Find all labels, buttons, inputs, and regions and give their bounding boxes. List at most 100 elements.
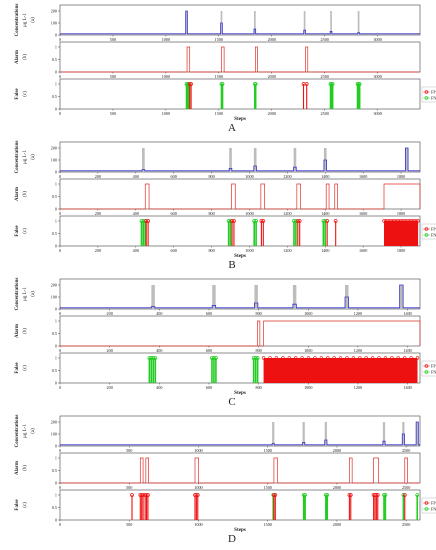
fp-marker [338,356,343,360]
x-tick-label: 1200 [354,348,362,353]
y-tick-label: 200 [51,9,57,14]
x-tick-label: 1400 [321,248,329,253]
legend-fn-label: FN [431,96,436,101]
x-tick-label: 2500 [321,111,329,116]
alarm-line [60,46,420,73]
y-tick-label: 0.5 [52,368,57,373]
fp-marker [146,493,150,497]
x-tick-label: 200 [95,174,101,179]
y-tick-label: 0 [55,481,57,486]
x-tick-label: 1000 [162,37,170,42]
grey-band [357,11,360,35]
x-tick-label: 0 [59,385,61,390]
legend-fn-label: FN [431,507,436,512]
grey-band [272,422,275,446]
fp-marker [281,356,285,360]
axes-frame [59,278,421,310]
fp-marker [141,493,145,497]
x-tick-label: 500 [126,522,132,527]
x-tick-label: 1000 [162,111,170,116]
x-tick-label: 1000 [304,385,312,390]
row-label: (c) [23,502,28,508]
row-label: Alarm [15,186,20,201]
x-tick-label: 1000 [304,348,312,353]
axes-frame [59,452,421,484]
y-tick-label: 100 [51,295,57,300]
fp-marker [375,493,380,497]
alarm-line [60,320,421,347]
row-label: (b) [23,465,28,471]
fp-marker [351,356,356,360]
x-tick-label: 1000 [194,448,202,453]
y-tick-label: 0 [55,307,57,312]
x-tick-label: 1400 [403,348,411,353]
x-tick-label: 1600 [359,211,367,216]
x-tick-label: 0 [59,211,61,216]
fn-marker [325,493,330,497]
axes-frame [59,178,421,210]
x-tick-label: 500 [110,74,116,79]
row-label: μg L-1 [23,13,28,27]
legend-fn-marker [424,370,429,374]
x-tick-label: 200 [107,385,113,390]
fp-marker [364,356,368,360]
fp-marker [370,356,375,360]
x-tick-label: 1800 [397,211,405,216]
fp-marker [332,356,336,360]
x-tick-label: 1200 [283,248,291,253]
fn-marker [214,356,218,360]
x-tick-label: 0 [59,74,61,79]
x-axis-label: Steps [234,116,246,122]
y-tick-label: 0.5 [52,94,57,99]
x-tick-label: 0 [59,111,61,116]
fp-marker [232,219,236,223]
x-tick-label: 1600 [359,174,367,179]
x-tick-label: 600 [206,385,212,390]
x-tick-label: 1500 [264,448,272,453]
x-tick-label: 1000 [304,311,312,316]
row-label: False [15,88,20,100]
fp-marker [297,219,302,223]
fp-marker [416,219,420,223]
y-tick-label: 100 [51,21,57,26]
x-tick-label: 600 [171,211,177,216]
axes-frame [59,78,421,110]
fn-marker [415,493,420,497]
legend-fp-label: FP [431,364,436,369]
legend-fp-label: FP [431,501,436,506]
x-tick-label: 1000 [245,211,253,216]
y-tick-label: 0 [55,33,57,38]
x-tick-label: 2500 [402,485,410,490]
fp-band [384,221,419,246]
x-tick-label: 500 [110,111,116,116]
y-tick-label: 0 [55,70,57,75]
x-tick-label: 0 [59,522,61,527]
x-tick-label: 400 [133,174,139,179]
fn-marker [220,82,225,86]
x-tick-label: 1500 [215,74,223,79]
x-tick-label: 600 [206,348,212,353]
fn-marker [254,219,258,223]
x-tick-label: 800 [208,211,214,216]
fn-marker [303,493,307,497]
grey-band [229,148,232,172]
axes-frame [59,215,421,247]
x-tick-label: 2500 [402,522,410,527]
concentration-line [60,10,420,35]
x-tick-label: 1000 [194,522,202,527]
y-tick-label: 0 [55,344,57,349]
x-tick-label: 2500 [402,448,410,453]
row-label: (a) [31,154,36,160]
x-tick-label: 1200 [354,385,362,390]
x-tick-label: 1500 [215,111,223,116]
y-tick-label: 200 [51,146,57,151]
row-label: (a) [31,291,36,297]
fp-marker [304,82,309,86]
fp-marker [293,356,298,360]
fn-marker [153,356,158,360]
fp-marker [274,356,279,360]
fn-marker [383,493,388,497]
grey-band [293,148,297,172]
x-axis-label: Steps [234,390,246,396]
x-tick-label: 400 [156,311,162,316]
